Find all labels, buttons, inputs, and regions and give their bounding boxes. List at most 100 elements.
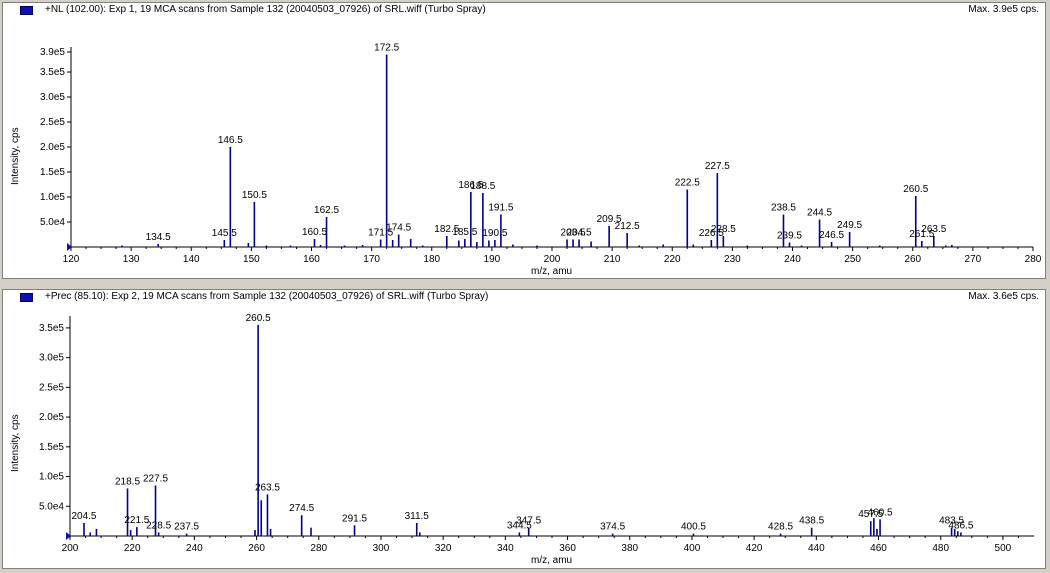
peak-label: 261.5 (909, 229, 934, 240)
peak-label: 249.5 (837, 220, 862, 231)
peak-label: 182.5 (434, 224, 459, 235)
peak-label: 145.5 (212, 228, 237, 239)
peak-label: 160.5 (302, 227, 327, 238)
peak-label: 311.5 (405, 511, 430, 522)
x-tick-label: 400 (684, 543, 701, 554)
peak-label: 226.5 (699, 228, 724, 239)
trace-color-icon[interactable] (20, 6, 33, 15)
y-tick-label: 3.9e5 (40, 47, 65, 58)
y-tick-label: 3.0e5 (40, 92, 65, 103)
axis-origin-marker (67, 243, 72, 251)
peak-label: 222.5 (675, 178, 700, 189)
peak-label: 204.5 (567, 228, 592, 239)
peak-label: 244.5 (807, 208, 832, 219)
trace-color-icon[interactable] (20, 293, 33, 302)
y-tick-label: 5.0e4 (39, 501, 64, 512)
y-tick-label: 1.5e5 (40, 167, 65, 178)
x-tick-label: 170 (363, 254, 380, 265)
peak-label: 172.5 (374, 43, 399, 54)
max-intensity-label: Max. 3.6e5 cps. (968, 291, 1039, 302)
x-tick-label: 460 (870, 543, 887, 554)
peak-label: 260.5 (246, 313, 271, 324)
peak-label: 246.5 (819, 230, 844, 241)
x-axis-label: m/z, amu (531, 266, 573, 277)
peak-label: 344.5 (507, 520, 532, 531)
x-tick-label: 220 (664, 254, 681, 265)
x-tick-label: 260 (248, 543, 265, 554)
y-tick-label: 5.0e4 (40, 217, 65, 228)
x-tick-label: 420 (746, 543, 763, 554)
peak-label: 191.5 (488, 203, 513, 214)
peak-label: 228.5 (711, 224, 736, 235)
x-tick-label: 440 (808, 543, 825, 554)
y-tick-label: 2.5e5 (40, 117, 65, 128)
x-tick-label: 220 (124, 543, 141, 554)
peak-label: 238.5 (771, 203, 796, 214)
x-tick-label: 480 (932, 543, 949, 554)
axis-origin-marker (66, 532, 71, 540)
x-tick-label: 240 (784, 254, 801, 265)
x-axis-label: m/z, amu (531, 555, 573, 566)
peak-label: 428.5 (768, 522, 793, 533)
peak-label: 400.5 (681, 522, 706, 533)
peak-label: 221.5 (124, 515, 149, 526)
x-tick-label: 340 (497, 543, 514, 554)
peak-label: 457.5 (858, 509, 883, 520)
x-tick-label: 130 (123, 254, 140, 265)
peak-label: 263.5 (255, 482, 280, 493)
peak-label: 263.5 (921, 224, 946, 235)
peak-label: 185.5 (452, 227, 477, 238)
peak-label: 260.5 (903, 184, 928, 195)
x-tick-label: 250 (844, 254, 861, 265)
x-tick-label: 160 (303, 254, 320, 265)
x-tick-label: 320 (435, 543, 452, 554)
spectrum-panel-nl: +NL (102.00): Exp 1, 19 MCA scans from S… (2, 2, 1046, 279)
x-tick-label: 230 (724, 254, 741, 265)
x-tick-label: 270 (965, 254, 982, 265)
peak-label: 150.5 (242, 190, 267, 201)
y-tick-label: 3.5e5 (40, 67, 65, 78)
peak-label: 203.5 (561, 228, 586, 239)
peak-label: 438.5 (799, 516, 824, 527)
x-tick-label: 300 (373, 543, 390, 554)
x-tick-label: 360 (559, 543, 576, 554)
max-intensity-label: Max. 3.9e5 cps. (968, 4, 1039, 15)
peak-label: 190.5 (482, 228, 507, 239)
spectrum-plot-nl[interactable]: 120 130 140 150 160 170 180 190 200 210 220 230 240 2… (3, 3, 1045, 278)
peak-label: 212.5 (615, 221, 640, 232)
peak-label: 227.5 (705, 161, 730, 172)
peak-label: 239.5 (777, 231, 802, 242)
x-tick-label: 280 (1025, 254, 1042, 265)
peak-label: 374.5 (600, 522, 625, 533)
x-tick-label: 380 (621, 543, 638, 554)
peak-label: 460.5 (868, 507, 893, 518)
spectrum-panel-prec: +Prec (85.10): Exp 2, 19 MCA scans from … (2, 289, 1046, 569)
x-tick-label: 280 (310, 543, 327, 554)
y-tick-label: 3.5e5 (39, 323, 64, 334)
x-tick-label: 120 (63, 254, 80, 265)
y-tick-label: 2.0e5 (39, 412, 64, 423)
x-tick-label: 240 (186, 543, 203, 554)
peak-label: 204.5 (71, 511, 96, 522)
y-tick-label: 1.0e5 (40, 192, 65, 203)
peak-label: 134.5 (146, 232, 171, 243)
peak-label: 146.5 (218, 135, 243, 146)
peak-label: 274.5 (289, 503, 314, 514)
peak-label: 186.5 (458, 180, 483, 191)
x-tick-label: 200 (62, 543, 79, 554)
spectrum-plot-prec[interactable]: 200 220 240 260 280 300 320 340 360 380 400 420 440 4… (3, 290, 1045, 568)
x-tick-label: 150 (243, 254, 260, 265)
x-tick-label: 500 (995, 543, 1012, 554)
x-tick-label: 260 (904, 254, 921, 265)
y-tick-label: 2.5e5 (39, 382, 64, 393)
peak-label: 347.5 (516, 516, 541, 527)
y-tick-label: 2.0e5 (40, 142, 65, 153)
peak-label: 162.5 (314, 205, 339, 216)
peak-label: 218.5 (115, 476, 140, 487)
peak-label: 171.5 (368, 228, 393, 239)
x-tick-label: 210 (604, 254, 621, 265)
chart-title: +Prec (85.10): Exp 2, 19 MCA scans from … (45, 291, 489, 302)
x-tick-label: 140 (183, 254, 200, 265)
x-tick-label: 180 (423, 254, 440, 265)
peak-label: 209.5 (597, 214, 622, 225)
